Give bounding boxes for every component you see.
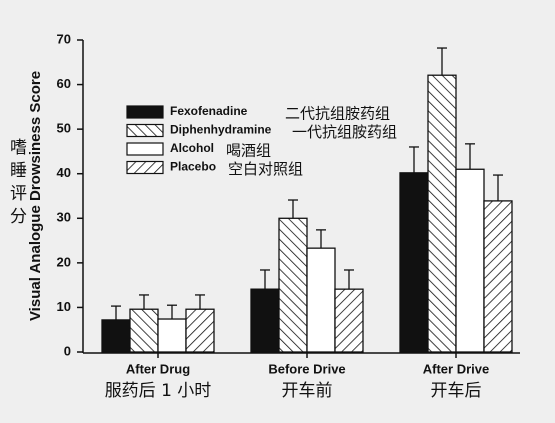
y-axis-title: Visual Analogue Drowsiness Score: [27, 71, 44, 321]
bar: [129, 308, 159, 353]
x-tick-label: Before Drive: [268, 361, 345, 376]
bar: [250, 288, 280, 353]
bar: [427, 74, 457, 353]
x-tick-label-zh: 服药后 1 小时: [105, 381, 212, 401]
y-tick-label: 10: [57, 299, 71, 314]
bar: [306, 247, 336, 353]
legend-label: Diphenhydramine: [170, 123, 272, 137]
bar: [399, 172, 429, 353]
y-tick-label: 0: [64, 343, 71, 358]
y-tick-label: 50: [57, 121, 71, 136]
bar: [483, 200, 513, 353]
x-tick-label: After Drug: [126, 361, 190, 376]
y-tick-label: 20: [57, 254, 71, 269]
bar: [101, 319, 131, 353]
legend-label-zh: 二代抗组胺药组: [285, 105, 390, 123]
legend-label-zh: 一代抗组胺药组: [292, 123, 397, 141]
bar: [157, 318, 187, 353]
legend-swatch: [126, 123, 164, 138]
legend-swatch: [126, 105, 164, 119]
legend-label-zh: 喝酒组: [226, 142, 271, 160]
legend-label: Fexofenadine: [170, 104, 248, 118]
x-tick-label: After Drive: [423, 361, 489, 376]
legend-swatch: [126, 142, 164, 156]
bar: [278, 217, 308, 353]
bar: [185, 308, 215, 353]
x-tick-label-zh: 开车后: [431, 381, 482, 401]
bar: [455, 168, 485, 353]
legend-label: Alcohol: [170, 141, 214, 155]
legend-label-zh: 空白对照组: [228, 160, 303, 178]
legend-label: Placebo: [170, 160, 216, 174]
x-tick-label-zh: 开车前: [282, 381, 333, 401]
y-axis-title-zh: 嗜睡评分: [6, 138, 26, 230]
legend-swatch: [126, 160, 164, 175]
y-tick-label: 70: [57, 31, 71, 46]
y-tick-label: 30: [57, 210, 71, 225]
y-tick-label: 60: [57, 76, 71, 91]
bar: [334, 288, 364, 353]
y-tick-label: 40: [57, 165, 71, 180]
